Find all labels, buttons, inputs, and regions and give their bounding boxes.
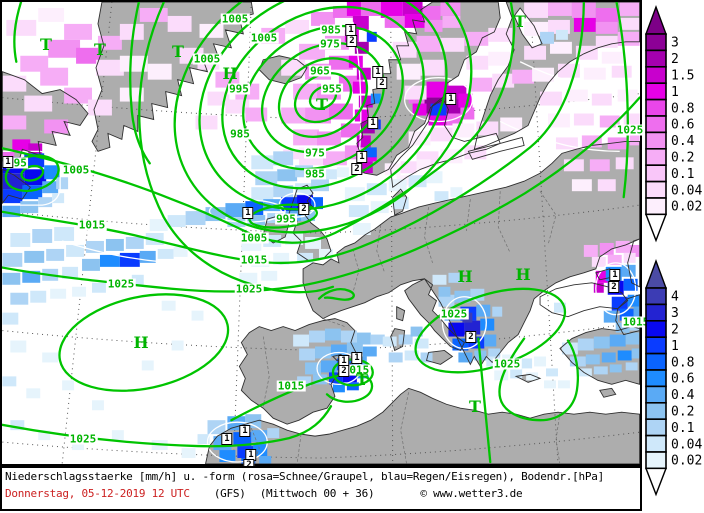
svg-text:0.8: 0.8: [671, 355, 694, 370]
caption-title: Niederschlagsstaerke [mm/h] u. -form (ro…: [5, 470, 605, 483]
svg-text:0.1: 0.1: [671, 167, 694, 182]
svg-text:0.02: 0.02: [671, 454, 702, 469]
caption-run: (Mittwoch 00 + 36): [259, 487, 375, 500]
svg-text:0.1: 0.1: [671, 421, 694, 436]
svg-text:0.02: 0.02: [671, 200, 702, 215]
svg-text:1: 1: [671, 85, 679, 100]
isobar-contours: [2, 2, 640, 464]
svg-text:0.2: 0.2: [671, 405, 694, 420]
snow-intensity-legend: 32 1.510.8 0.60.4 0.20.10.04 0.02: [644, 4, 702, 243]
svg-text:2: 2: [671, 52, 679, 67]
caption-datetime: Donnerstag, 05-12-2019 12 UTC: [5, 487, 190, 500]
svg-text:0.4: 0.4: [671, 388, 695, 403]
caption-box: Niederschlagsstaerke [mm/h] u. -form (ro…: [0, 466, 642, 511]
svg-text:3: 3: [671, 36, 679, 51]
map-frame: 995 1005 1015 1005 1005 1005 995 985 985 975 965 95…: [0, 0, 651, 471]
caption-model: (GFS): [213, 487, 246, 500]
svg-text:0.2: 0.2: [671, 151, 694, 166]
svg-text:0.04: 0.04: [671, 183, 702, 198]
svg-text:0.8: 0.8: [671, 101, 694, 116]
svg-text:1: 1: [671, 339, 679, 354]
svg-text:4: 4: [671, 290, 679, 305]
svg-text:0.4: 0.4: [671, 134, 695, 149]
svg-text:0.6: 0.6: [671, 118, 694, 133]
svg-text:1.5: 1.5: [671, 69, 694, 84]
svg-text:2: 2: [671, 323, 679, 338]
caption-meta: Donnerstag, 05-12-2019 12 UTC (GFS) (Mit…: [5, 487, 637, 500]
svg-text:0.6: 0.6: [671, 372, 694, 387]
weather-map: [2, 2, 640, 464]
caption-credit: © www.wetter3.de: [420, 487, 523, 500]
svg-text:3: 3: [671, 306, 679, 321]
svg-text:0.04: 0.04: [671, 437, 702, 452]
rain-intensity-legend: 43 210.8 0.60.4 0.20.10.04 0.02: [644, 258, 702, 497]
